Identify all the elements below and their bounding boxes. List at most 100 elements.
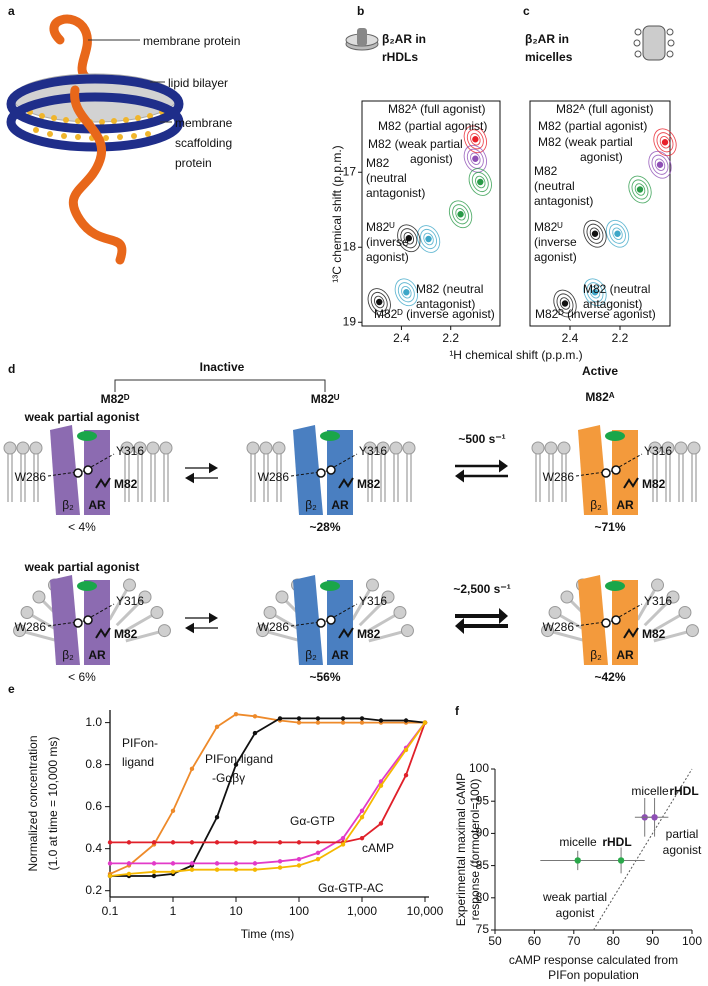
contour: [452, 204, 470, 225]
y-tick-label: 1.0: [85, 715, 102, 729]
methionine: [95, 477, 111, 489]
x-tick-label: 2.4: [562, 331, 579, 345]
lipid-head: [146, 441, 160, 455]
series-point: [107, 873, 113, 879]
methionine: [95, 627, 111, 639]
lipid-head: [263, 606, 277, 619]
lipid-head: [138, 590, 152, 604]
lipid-head: [678, 606, 692, 619]
series-point: [359, 716, 365, 721]
peak-annotation: M82ᴰ (inverse agonist): [535, 307, 656, 321]
series-label: Gα-GTP: [290, 814, 335, 828]
peak-annotation: M82ᴬ (full agonist): [388, 102, 485, 116]
y-tick-label: 90: [476, 826, 490, 840]
peak-annotation: antagonist): [366, 186, 425, 200]
x-tick-label: 100: [682, 934, 702, 948]
series-point: [233, 867, 239, 872]
arrow-head: [209, 612, 218, 624]
x-tick-label: 50: [488, 934, 502, 948]
series-line: [110, 722, 426, 865]
methionine: [338, 477, 354, 489]
peak-annotation: M82 (neutral: [583, 282, 650, 296]
ligand: [320, 581, 340, 591]
panel-title: β₂AR in: [525, 32, 569, 46]
rhdl-icon: [345, 28, 379, 51]
state-label: M82ᵁ: [311, 392, 340, 406]
ligand: [77, 431, 97, 441]
residue-label: W286: [543, 470, 575, 484]
point-annotation: rHDL: [602, 835, 631, 849]
contour: [463, 144, 488, 173]
peak-annotation: M82 (weak partial: [368, 137, 463, 151]
lipid-head: [560, 590, 574, 604]
lipid-head: [687, 441, 701, 455]
inactive-label: Inactive: [200, 360, 245, 374]
series-point: [214, 814, 220, 820]
contour: [448, 200, 473, 229]
series-point: [233, 840, 239, 845]
lipid-tail: [547, 629, 587, 643]
x-tick-label: 70: [567, 934, 581, 948]
series-point: [252, 730, 258, 736]
label-lipid-bilayer: lipid bilayer: [168, 76, 228, 90]
series-point: [359, 814, 365, 820]
lipid-tail: [262, 629, 302, 643]
y-tick-label: 17: [343, 164, 357, 178]
label-scaffold: protein: [175, 156, 212, 170]
subunit-label: AR: [331, 648, 349, 662]
lipid-head: [402, 441, 416, 455]
series-point: [170, 869, 176, 874]
x-tick-label: 1: [170, 904, 177, 918]
lipid-head: [29, 441, 43, 455]
series-point: [340, 720, 346, 725]
series-point: [233, 861, 239, 866]
contour: [605, 219, 630, 248]
series-point: [403, 772, 409, 778]
active-label: Active: [582, 364, 618, 378]
contour: [401, 286, 412, 299]
peak: [425, 235, 432, 243]
residue-label: W286: [258, 620, 290, 634]
lipid-tail: [368, 629, 408, 643]
residue-ring: [326, 465, 336, 475]
series-point: [170, 861, 176, 866]
lipid-head: [157, 624, 171, 638]
lipid-head: [548, 606, 562, 619]
contour: [589, 227, 601, 240]
lipid-head: [363, 441, 377, 455]
lipid-head: [393, 606, 407, 619]
arrow-head: [209, 462, 218, 474]
population: ~56%: [309, 670, 340, 684]
receptor-helix: [578, 425, 608, 515]
x-tick-label: 2.4: [393, 331, 410, 345]
lipid-tail: [649, 611, 686, 634]
lipid-head: [666, 590, 680, 604]
series-point: [277, 840, 283, 845]
panel-title: rHDLs: [382, 50, 418, 64]
point-annotation: rHDL: [669, 784, 698, 798]
series-point: [315, 720, 321, 725]
scaffold-band: [6, 92, 184, 152]
y-tick-label: 100: [469, 761, 489, 775]
peak-annotation: M82ᵁ: [366, 220, 395, 234]
series-point: [189, 840, 195, 845]
x-tick-label: 2.2: [442, 331, 459, 345]
x-tick-label: 80: [607, 934, 621, 948]
lipid-head: [685, 624, 699, 638]
population: < 6%: [68, 670, 96, 684]
nanodisc-illustration: [6, 14, 184, 265]
contour: [586, 223, 604, 244]
series-point: [189, 861, 195, 866]
series-point: [189, 766, 195, 772]
lipid-head: [16, 441, 30, 455]
arrow-head: [455, 618, 464, 634]
peak: [591, 230, 599, 237]
y-axis-label: (1.0 at time = 10,000 ms): [46, 737, 60, 871]
point-annotation: micelle: [631, 784, 669, 798]
peak: [472, 155, 479, 162]
arrow-head: [185, 472, 194, 484]
contour: [659, 136, 671, 149]
residue-ring: [73, 618, 83, 628]
peak-annotation: antagonist): [416, 297, 475, 311]
lipid-head: [381, 590, 395, 604]
